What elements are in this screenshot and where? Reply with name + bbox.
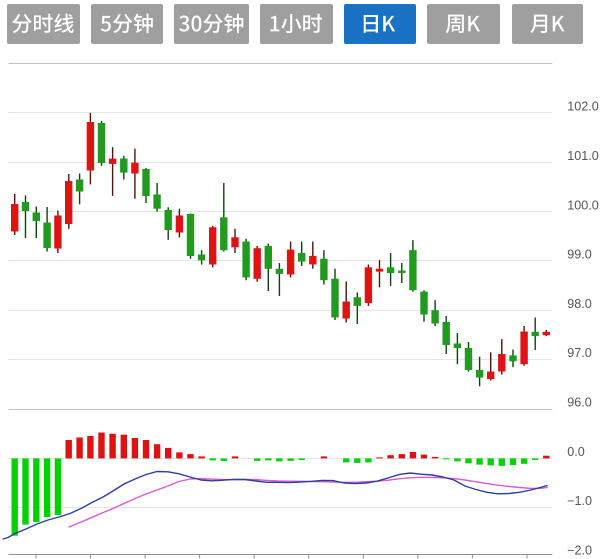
svg-text:99.0: 99.0	[567, 248, 592, 262]
svg-text:102.0: 102.0	[567, 100, 599, 114]
svg-text:98.0: 98.0	[567, 297, 592, 311]
svg-text:101.0: 101.0	[567, 149, 599, 163]
svg-text:−2.0: −2.0	[567, 543, 592, 557]
svg-text:0.0: 0.0	[567, 445, 585, 459]
svg-text:97.0: 97.0	[567, 346, 592, 360]
svg-text:−1.0: −1.0	[567, 494, 592, 508]
svg-text:100.0: 100.0	[567, 198, 599, 212]
svg-text:96.0: 96.0	[567, 396, 592, 410]
